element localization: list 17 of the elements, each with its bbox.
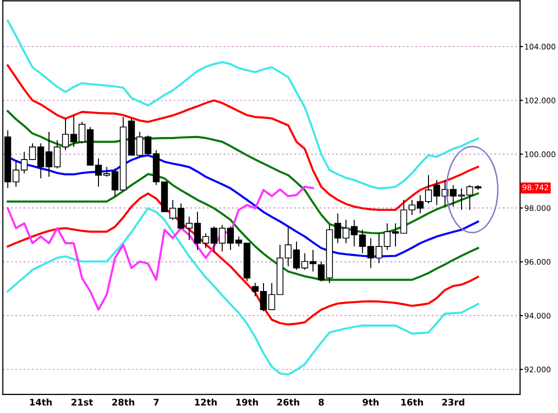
x-tick-label: 9th: [362, 398, 379, 406]
x-tick-label: 16th: [401, 398, 423, 406]
line-series: [6, 20, 480, 190]
x-tick-label: 12th: [195, 398, 217, 406]
x-tick-label: 7: [154, 398, 159, 406]
x-tick-label: 21st: [72, 398, 93, 406]
line-series: [6, 192, 480, 326]
x-tick-label: 26th: [277, 398, 300, 406]
line-series: [6, 186, 314, 311]
x-tick-label: 19th: [236, 398, 258, 406]
line-series: [6, 173, 480, 281]
line-series: [6, 64, 480, 211]
x-tick-label: 14th: [30, 398, 52, 406]
line-series: [6, 207, 480, 376]
x-tick-label: 23rd: [442, 398, 464, 406]
x-tick-label: 28th: [112, 398, 134, 406]
x-tick-label: 8: [318, 398, 324, 406]
